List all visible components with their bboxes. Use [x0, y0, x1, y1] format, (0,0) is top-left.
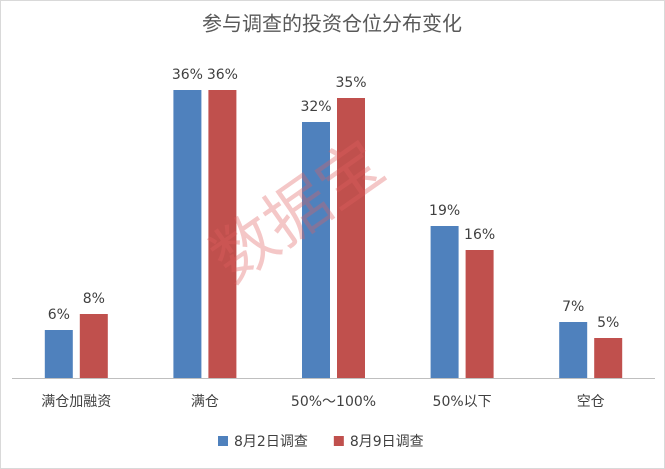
- bar: [465, 250, 494, 378]
- x-tick-label: 50%以下: [433, 394, 492, 410]
- x-tick-label: 50%～100%: [291, 394, 376, 410]
- bar: [559, 322, 588, 378]
- data-label: 6%: [48, 307, 70, 323]
- x-tick-label: 空仓: [577, 394, 605, 410]
- data-label: 36%: [207, 67, 238, 83]
- data-label: 19%: [429, 203, 460, 219]
- chart-title: 参与调查的投资仓位分布变化: [202, 12, 462, 36]
- legend-label: 8月9日调查: [350, 434, 424, 450]
- data-label: 16%: [464, 227, 495, 243]
- data-label: 36%: [172, 67, 203, 83]
- legend-swatch: [333, 436, 344, 446]
- data-label: 35%: [335, 75, 366, 91]
- bar: [302, 122, 330, 378]
- data-label: 8%: [83, 291, 105, 307]
- data-label: 7%: [562, 299, 584, 315]
- bar: [208, 90, 237, 378]
- x-tick-label: 满仓加融资: [41, 394, 111, 410]
- legend-label: 8月2日调查: [234, 434, 308, 450]
- data-label: 5%: [597, 315, 619, 331]
- legend-swatch: [218, 436, 228, 446]
- bar: [173, 90, 202, 378]
- bar: [79, 314, 108, 378]
- bar: [594, 338, 623, 378]
- bar: [337, 98, 365, 378]
- x-tick-label: 满仓: [191, 394, 219, 410]
- data-label: 32%: [300, 99, 331, 115]
- bar: [430, 226, 459, 378]
- bar: [44, 330, 73, 378]
